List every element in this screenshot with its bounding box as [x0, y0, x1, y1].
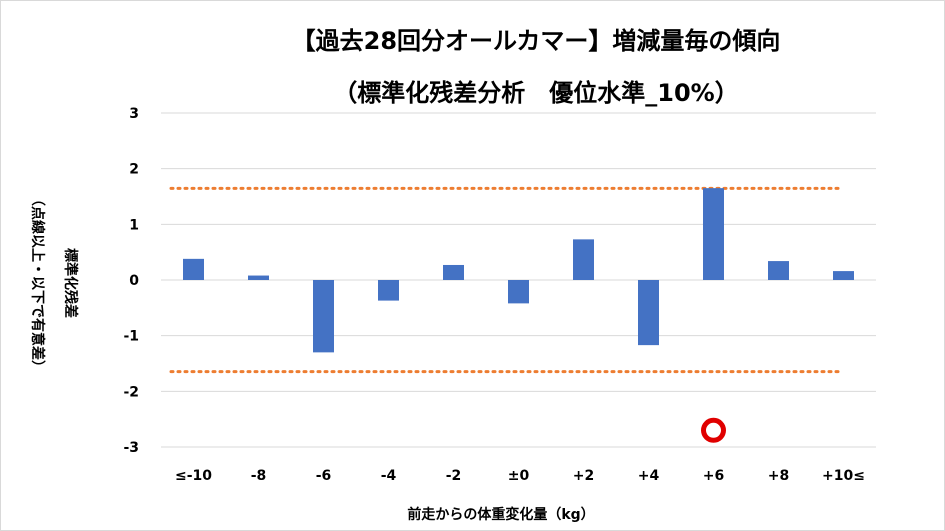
x-tick-label: -6	[316, 468, 332, 484]
y-tick-label: 1	[129, 217, 139, 233]
y-tick-label: -1	[123, 329, 139, 345]
x-axis-title: 前走からの体重変化量（kg）	[407, 506, 594, 523]
x-tick-label: +8	[768, 468, 789, 484]
bar-5	[508, 280, 529, 304]
threshold-lines	[169, 186, 843, 374]
x-tick-label: -8	[251, 468, 267, 484]
y-tick-label: 2	[129, 162, 139, 178]
x-tick-label: -4	[381, 468, 397, 484]
x-tick-label: +4	[638, 468, 660, 484]
x-tick-label: +6	[703, 468, 724, 484]
x-tick-label: +2	[573, 468, 594, 484]
bar-0	[183, 258, 204, 280]
x-tick-label: -2	[446, 468, 462, 484]
y-tick-label: -2	[123, 384, 139, 400]
bars	[183, 188, 854, 353]
gridlines	[161, 112, 876, 448]
x-tick-labels: ≤-10 -8 -6 -4 -2 ±0 +2 +4 +6 +8 +10≤	[175, 468, 865, 484]
y-tick-labels: 3 2 1 0 -1 -2 -3	[123, 106, 139, 456]
highlight-marker-layer	[701, 417, 726, 443]
y-tick-label: 3	[129, 106, 139, 122]
bar-2	[313, 280, 334, 353]
bar-8	[703, 188, 724, 280]
y-axis-note: （点線以上・以下で有意差）	[29, 192, 46, 374]
x-tick-label: ≤-10	[175, 468, 212, 484]
bar-7	[638, 280, 659, 346]
bar-1	[248, 275, 269, 280]
bar-10	[833, 271, 854, 280]
chart-subtitle: （標準化残差分析 優位水準_10%）	[333, 79, 738, 107]
y-axis-title: 標準化残差	[62, 248, 79, 318]
bar-4	[443, 264, 464, 280]
chart-title: 【過去28回分オールカマー】増減量毎の傾向	[292, 27, 781, 55]
y-tick-label: -3	[123, 440, 139, 456]
bar-9	[768, 261, 789, 280]
x-tick-label: ±0	[508, 468, 530, 484]
y-tick-label: 0	[129, 273, 139, 289]
bar-6	[573, 239, 594, 280]
bar-3	[378, 280, 399, 301]
highlight-circle-marker	[701, 417, 726, 443]
x-tick-label: +10≤	[822, 468, 865, 484]
